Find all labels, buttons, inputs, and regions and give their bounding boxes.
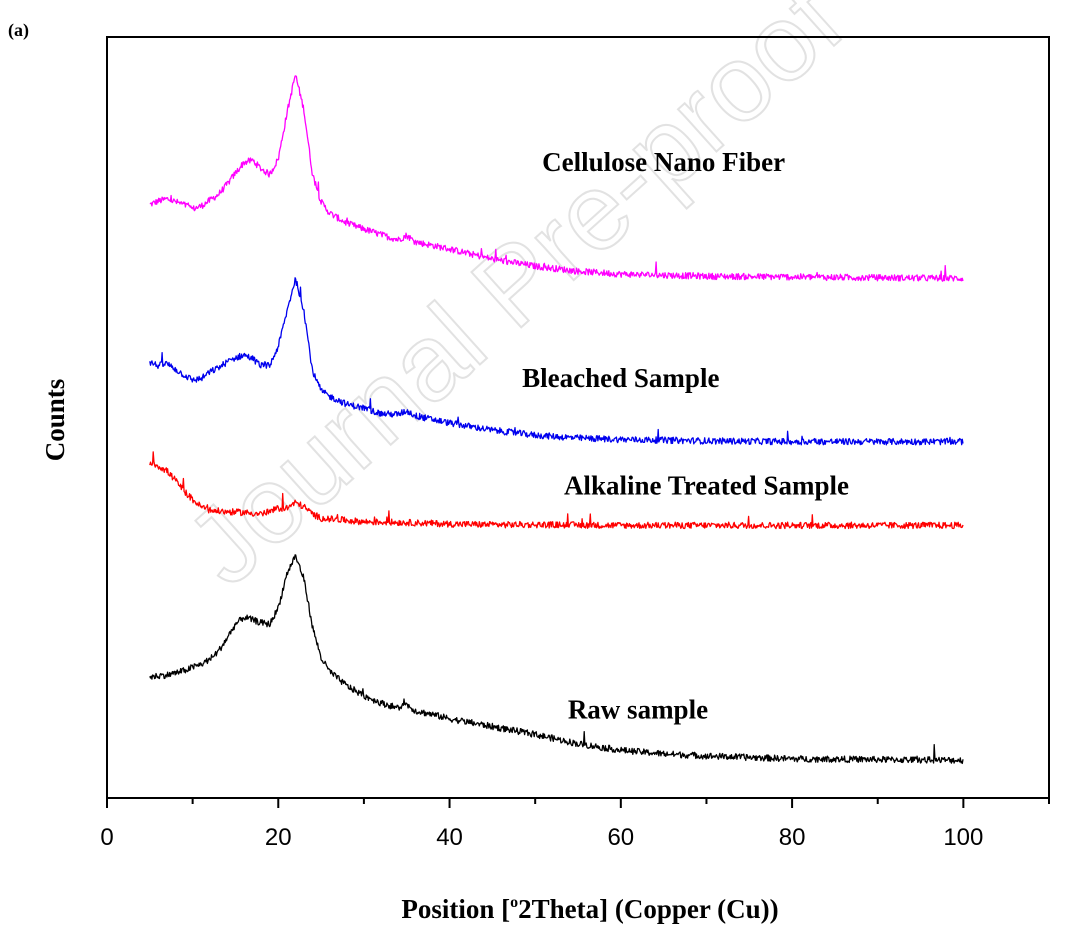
series-layer: [149, 75, 964, 765]
x-tick-label: 80: [779, 824, 806, 851]
x-axis-label-degree: o: [510, 894, 518, 911]
series-line-raw-sample: [149, 554, 964, 765]
x-axis-label-pre: Position [: [401, 894, 510, 924]
x-tick-label: 40: [436, 824, 463, 851]
panel-label: (a): [8, 20, 29, 41]
x-axis-label: Position [o2Theta] (Copper (Cu)): [401, 894, 778, 924]
watermark: Journal Pre-proof: [163, 0, 865, 607]
x-axis-label-post: 2Theta] (Copper (Cu)): [518, 894, 778, 924]
annotation-layer: Cellulose Nano Fiber Bleached Sample Alkal…: [522, 147, 849, 725]
plot-frame: [106, 36, 1050, 799]
series-line-cellulose-nano-fiber: [149, 75, 964, 282]
x-tick-label: 60: [607, 824, 634, 851]
series-annotation: Cellulose Nano Fiber: [542, 147, 785, 177]
series-line-alkaline-treated-sample: [149, 451, 964, 530]
series-annotation: Raw sample: [568, 695, 708, 725]
series-line-bleached-sample: [149, 277, 964, 446]
x-tick-label: 20: [265, 824, 292, 851]
series-annotation: Bleached Sample: [522, 363, 719, 393]
x-tick-label: 100: [943, 824, 983, 851]
y-axis-label: Counts: [40, 379, 70, 462]
series-annotation: Alkaline Treated Sample: [564, 471, 849, 501]
x-axis-ticks: 0 20 40 60 80 100: [100, 798, 1050, 851]
x-tick-label: 0: [100, 824, 113, 851]
